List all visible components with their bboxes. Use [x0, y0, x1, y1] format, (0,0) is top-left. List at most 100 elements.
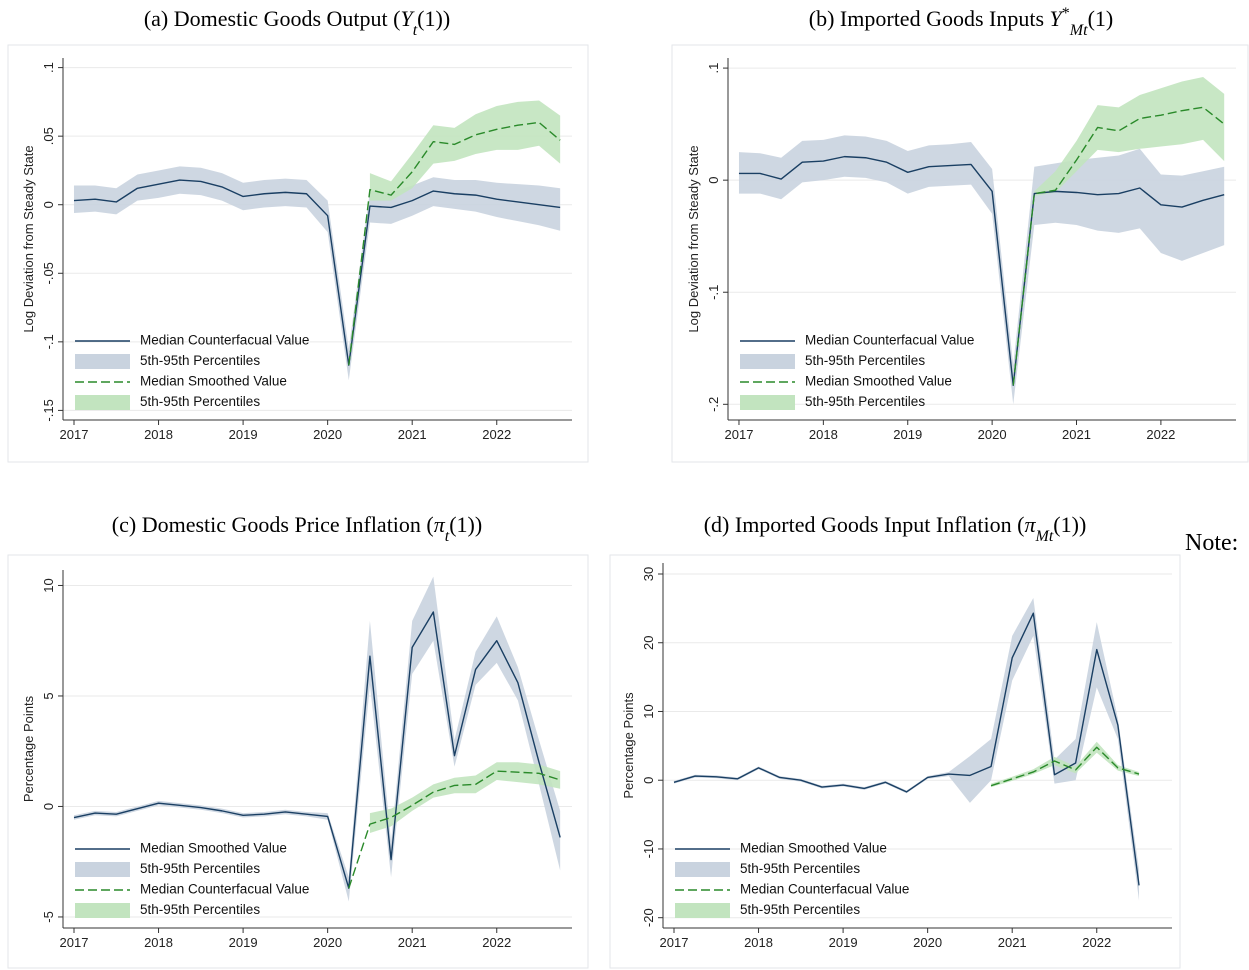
band: [738, 135, 1225, 405]
legend-swatch: [75, 395, 130, 410]
y-tick-label: .1: [41, 62, 56, 73]
y-tick-label: -20: [641, 908, 656, 927]
series-line: [1012, 106, 1225, 386]
legend-swatch: [675, 903, 730, 918]
series-line: [73, 611, 561, 889]
legend-label: Median Counterfacual Value: [740, 882, 909, 897]
x-tick-label: 2017: [660, 935, 689, 950]
y-tick-label: .05: [41, 127, 56, 145]
y-tick-label: 20: [641, 636, 656, 650]
x-tick-label: 2017: [60, 935, 89, 950]
title-part: Mt: [1035, 528, 1054, 545]
y-axis-label: Percentage Points: [621, 692, 636, 799]
legend-label: Median Smoothed Value: [740, 841, 887, 856]
x-tick-label: 2021: [398, 935, 427, 950]
legend-label: Median Smoothed Value: [140, 374, 287, 389]
x-tick-label: 2020: [913, 935, 942, 950]
y-tick-label: -.2: [706, 397, 721, 412]
series-line: [990, 746, 1140, 787]
series-line: [738, 155, 1225, 386]
x-tick-label: 2022: [1146, 427, 1175, 442]
x-tick-label: 2017: [725, 427, 754, 442]
title-part: π: [434, 512, 446, 537]
legend-swatch: [75, 903, 130, 918]
x-tick-label: 2022: [482, 427, 511, 442]
legend-label: Median Counterfacual Value: [805, 333, 974, 348]
series-line: [348, 770, 561, 889]
title-part: Mt: [1069, 22, 1088, 39]
legend-swatch: [75, 862, 130, 877]
legend-label: Median Counterfacual Value: [140, 333, 309, 348]
title-part: Y: [400, 6, 415, 31]
title-part: (1)): [1053, 512, 1086, 537]
x-tick-label: 2022: [482, 935, 511, 950]
title-part: *: [1062, 5, 1070, 22]
panel-frame: [7, 44, 589, 463]
x-tick-label: 2019: [229, 935, 258, 950]
legend-label: 5th-95th Percentiles: [140, 394, 260, 409]
title-part: t: [445, 528, 450, 545]
title-part: π: [1024, 512, 1036, 537]
x-tick-label: 2019: [229, 427, 258, 442]
legend-swatch: [75, 354, 130, 369]
series-line: [348, 121, 561, 366]
y-tick-label: 5: [41, 692, 56, 699]
series-line: [73, 179, 561, 366]
legend-label: 5th-95th Percentiles: [805, 353, 925, 368]
panel: (d) Imported Goods Input Inflation (πMt(…: [609, 512, 1181, 969]
y-tick-label: -.1: [706, 285, 721, 300]
y-tick-label: 0: [41, 803, 56, 810]
y-tick-label: -5: [41, 911, 56, 923]
panel-frame: [671, 44, 1249, 463]
legend-label: 5th-95th Percentiles: [740, 902, 860, 917]
band: [1034, 77, 1225, 196]
band: [369, 762, 561, 833]
title-part: (1)): [417, 6, 450, 31]
y-tick-label: -.1: [41, 334, 56, 349]
panel: (b) Imported Goods Inputs Y*Mt(1) -.2 -.1 0…: [671, 5, 1249, 463]
legend-swatch: [675, 862, 730, 877]
title-part: (c) Domestic Goods Price Inflation (: [112, 512, 434, 537]
band: [73, 576, 561, 902]
series-line: [673, 612, 1140, 886]
y-tick-label: -.15: [41, 399, 56, 421]
note: Note:: [1185, 530, 1238, 556]
title-part: t: [413, 22, 418, 39]
y-tick-label: .1: [706, 63, 721, 74]
x-tick-label: 2018: [144, 427, 173, 442]
legend-swatch: [740, 395, 795, 410]
title-part: Y: [1050, 6, 1065, 31]
y-tick-label: 10: [41, 578, 56, 592]
y-tick-label: -10: [641, 840, 656, 859]
y-tick-label: 0: [641, 777, 656, 784]
legend-label: 5th-95th Percentiles: [140, 902, 260, 917]
x-tick-label: 2017: [60, 427, 89, 442]
y-axis-label: Log Deviation from Steady State: [21, 145, 36, 332]
title-part: (a) Domestic Goods Output (: [144, 6, 401, 31]
x-tick-label: 2019: [893, 427, 922, 442]
panel-frame: [609, 554, 1181, 969]
x-tick-label: 2018: [144, 935, 173, 950]
x-tick-label: 2020: [313, 935, 342, 950]
y-tick-label: -.05: [41, 262, 56, 284]
x-tick-label: 2018: [744, 935, 773, 950]
legend-label: Median Smoothed Value: [805, 374, 952, 389]
y-tick-label: 30: [641, 567, 656, 581]
x-tick-label: 2020: [978, 427, 1007, 442]
x-tick-label: 2021: [398, 427, 427, 442]
legend-swatch: [740, 354, 795, 369]
legend-label: 5th-95th Percentiles: [740, 861, 860, 876]
panel-title: (b) Imported Goods Inputs Y*Mt(1): [809, 5, 1113, 39]
title-part: (d) Imported Goods Input Inflation (: [704, 512, 1025, 537]
y-tick-label: 0: [706, 177, 721, 184]
y-axis-label: Log Deviation from Steady State: [686, 145, 701, 332]
title-part: (b) Imported Goods Inputs: [809, 6, 1050, 31]
title-part: (1)): [449, 512, 482, 537]
legend-label: Median Counterfacual Value: [140, 882, 309, 897]
panel: (c) Domestic Goods Price Inflation (πt(1…: [7, 512, 589, 969]
legend-label: Median Smoothed Value: [140, 841, 287, 856]
y-tick-label: 0: [41, 201, 56, 208]
legend-label: 5th-95th Percentiles: [140, 861, 260, 876]
panel-title: (d) Imported Goods Input Inflation (πMt(…: [704, 512, 1087, 545]
x-tick-label: 2022: [1082, 935, 1111, 950]
